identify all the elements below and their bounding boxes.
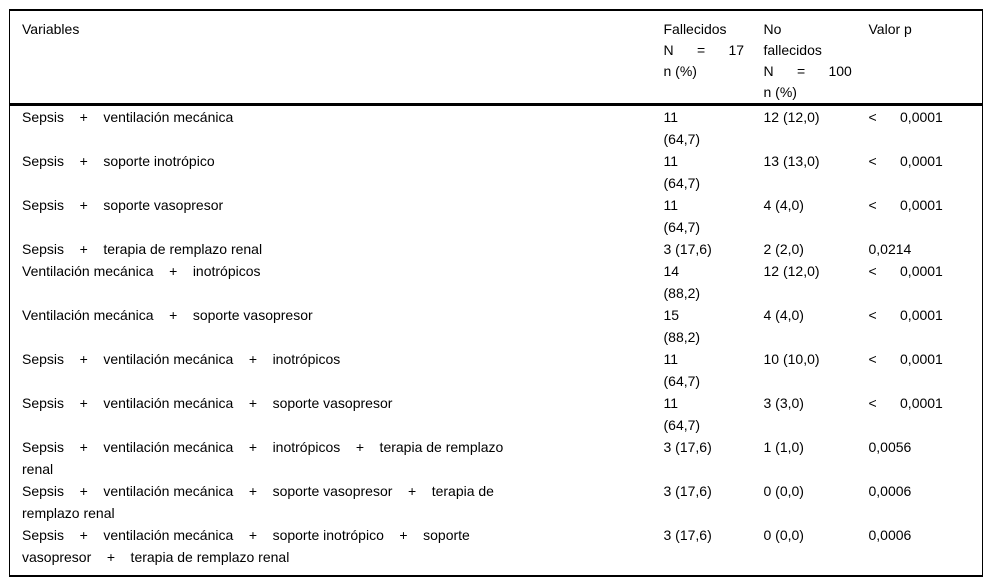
cell-valor-p: < 0,0001 [868,307,943,323]
cell-variables: Ventilación mecánica + soporte vasopreso… [22,307,313,323]
table-row: Sepsis + ventilación mecánica + inotrópi… [10,436,983,480]
header-row: Variables Fallecidos N = 17 n (%) No fal… [9,10,983,106]
cell-valor-p: 0,0214 [868,241,912,257]
cell-variables: Ventilación mecánica + inotrópicos [22,263,261,279]
cell-no-fallecidos: 10 (10,0) [763,351,820,367]
cell-fallecidos: 11 (64,7) [663,197,701,235]
table-row: Sepsis + ventilación mecánica + soporte … [10,392,983,436]
cell-no-fallecidos: 12 (12,0) [763,109,820,125]
cell-variables: Sepsis + ventilación mecánica + soporte … [22,483,494,521]
results-table: Variables Fallecidos N = 17 n (%) No fal… [9,9,983,577]
col-header-no-fallecidos: No fallecidos N = 100 n (%) [755,10,861,106]
table-row: Ventilación mecánica + soporte vasopreso… [10,304,983,348]
cell-fallecidos: 11 (64,7) [663,109,701,147]
cell-fallecidos: 15 (88,2) [663,307,701,345]
table-row: Sepsis + ventilación mecánica + soporte … [10,524,983,576]
cell-valor-p: < 0,0001 [868,395,943,411]
cell-fallecidos: 3 (17,6) [663,483,712,499]
cell-no-fallecidos: 2 (2,0) [763,241,804,257]
cell-variables: Sepsis + ventilación mecánica + soporte … [22,527,470,565]
cell-valor-p: < 0,0001 [868,197,943,213]
cell-valor-p: < 0,0001 [868,153,943,169]
col-header-valor-p: Valor p [860,10,983,106]
cell-no-fallecidos: 4 (4,0) [763,307,804,323]
table-body: Sepsis + ventilación mecánica 11 (64,7) … [10,105,983,577]
cell-no-fallecidos: 4 (4,0) [763,197,804,213]
cell-fallecidos: 11 (64,7) [663,153,701,191]
cell-valor-p: 0,0056 [868,439,912,455]
cell-fallecidos: 11 (64,7) [663,395,701,433]
cell-variables: Sepsis + ventilación mecánica + soporte … [22,395,393,411]
cell-fallecidos: 14 (88,2) [663,263,701,301]
col-header-fallecidos: Fallecidos N = 17 n (%) [655,10,756,106]
cell-variables: Sepsis + terapia de remplazo renal [22,241,263,257]
cell-no-fallecidos: 0 (0,0) [763,483,804,499]
table-row: Sepsis + ventilación mecánica 11 (64,7) … [10,105,983,151]
table-row: Sepsis + ventilación mecánica + inotrópi… [10,348,983,392]
table-row: Sepsis + terapia de remplazo renal 3 (17… [10,238,983,260]
cell-variables: Sepsis + ventilación mecánica + inotrópi… [22,351,341,367]
cell-variables: Sepsis + soporte inotrópico [22,153,215,169]
cell-no-fallecidos: 13 (13,0) [763,153,820,169]
cell-fallecidos: 3 (17,6) [663,527,712,543]
table-header: Variables Fallecidos N = 17 n (%) No fal… [9,10,983,106]
table-row: Sepsis + soporte inotrópico 11 (64,7) 13… [10,150,983,194]
cell-valor-p: 0,0006 [868,527,912,543]
table-row: Sepsis + ventilación mecánica + soporte … [10,480,983,524]
cell-no-fallecidos: 12 (12,0) [763,263,820,279]
cell-fallecidos: 11 (64,7) [663,351,701,389]
table-row: Ventilación mecánica + inotrópicos 14 (8… [10,260,983,304]
col-header-variables: Variables [9,10,656,106]
cell-variables: Sepsis + ventilación mecánica + inotrópi… [22,439,504,477]
cell-valor-p: 0,0006 [868,483,912,499]
cell-fallecidos: 3 (17,6) [663,439,712,455]
cell-variables: Sepsis + soporte vasopresor [22,197,224,213]
cell-no-fallecidos: 0 (0,0) [763,527,804,543]
cell-variables: Sepsis + ventilación mecánica [22,109,234,125]
cell-fallecidos: 3 (17,6) [663,241,712,257]
cell-no-fallecidos: 1 (1,0) [763,439,804,455]
cell-valor-p: < 0,0001 [868,109,943,125]
cell-valor-p: < 0,0001 [868,263,943,279]
table-row: Sepsis + soporte vasopresor 11 (64,7) 4 … [10,194,983,238]
cell-valor-p: < 0,0001 [868,351,943,367]
cell-no-fallecidos: 3 (3,0) [763,395,804,411]
